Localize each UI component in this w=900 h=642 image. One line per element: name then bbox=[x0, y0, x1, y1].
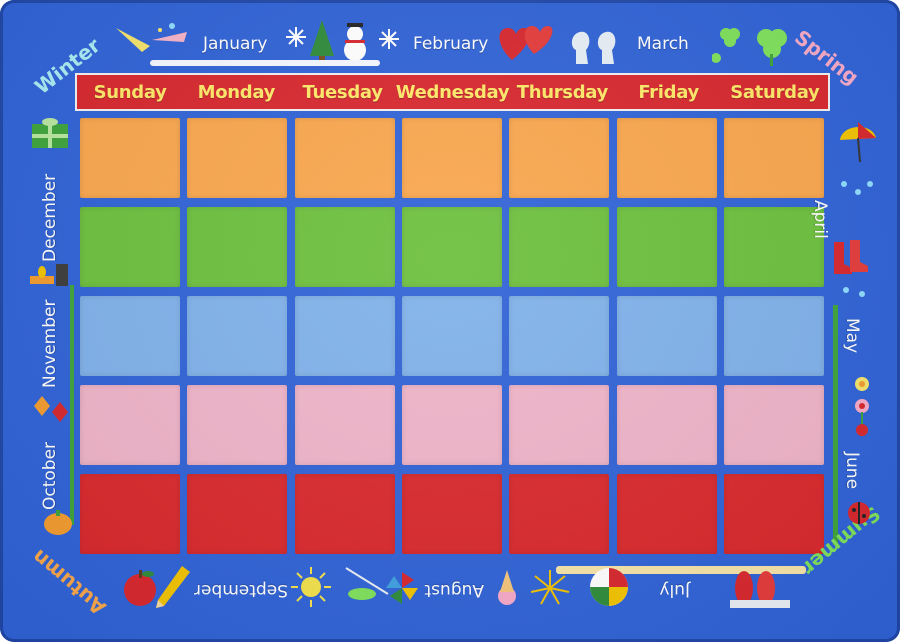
calendar-cell bbox=[187, 207, 288, 287]
calendar-cell bbox=[723, 474, 824, 554]
calendar-cell bbox=[509, 118, 610, 198]
day-wednesday: Wednesday bbox=[395, 81, 510, 103]
month-october: October bbox=[40, 441, 60, 510]
calendar-cell bbox=[187, 385, 288, 465]
calendar-cell bbox=[509, 296, 610, 376]
month-november: November bbox=[40, 299, 60, 388]
calendar-cell bbox=[401, 385, 502, 465]
month-may: May bbox=[842, 318, 862, 354]
month-june: June bbox=[842, 452, 862, 490]
day-saturday: Saturday bbox=[730, 81, 820, 103]
apple-icon bbox=[124, 570, 156, 606]
month-april: April bbox=[810, 200, 830, 239]
ladybug-icon bbox=[848, 502, 870, 524]
calendar-cell bbox=[616, 207, 717, 287]
calendar-cell bbox=[616, 118, 717, 198]
calendar-cell bbox=[401, 296, 502, 376]
raindrop-icon bbox=[841, 181, 873, 195]
calendar-cell bbox=[401, 474, 502, 554]
calendar-cell bbox=[723, 207, 824, 287]
day-tuesday: Tuesday bbox=[302, 81, 383, 103]
party-horn-icon bbox=[116, 23, 187, 52]
calendar-cell bbox=[401, 207, 502, 287]
calendar-cell bbox=[509, 385, 610, 465]
month-december: December bbox=[40, 173, 60, 262]
calendar-cell bbox=[401, 118, 502, 198]
calendar-cell bbox=[723, 118, 824, 198]
day-friday: Friday bbox=[638, 81, 699, 103]
calendar-cell bbox=[616, 385, 717, 465]
calendar-grid bbox=[80, 118, 830, 563]
boots-icon bbox=[834, 240, 868, 274]
day-monday: Monday bbox=[197, 81, 276, 103]
calendar-cell bbox=[723, 385, 824, 465]
snowman-icon bbox=[344, 23, 366, 61]
sun-icon bbox=[291, 567, 331, 607]
calendar-cell bbox=[187, 118, 288, 198]
calendar-cell bbox=[80, 385, 180, 465]
fireworks-icon bbox=[530, 570, 570, 605]
calendar-cell bbox=[509, 474, 610, 554]
calendar-cell bbox=[80, 207, 180, 287]
beach-ball-icon bbox=[590, 568, 628, 606]
umbrella-icon bbox=[840, 122, 876, 163]
heart-icon bbox=[499, 26, 553, 60]
month-january: January bbox=[203, 34, 268, 54]
flip-flops-icon bbox=[730, 571, 790, 608]
candle-icon bbox=[30, 264, 68, 286]
calendar-cell bbox=[294, 385, 395, 465]
calendar-cell bbox=[616, 474, 717, 554]
raindrop-icon bbox=[843, 287, 865, 297]
calendar-cell bbox=[294, 118, 395, 198]
gift-icon bbox=[32, 118, 68, 148]
calendar-cell bbox=[723, 296, 824, 376]
day-thursday: Thursday bbox=[516, 81, 609, 103]
month-march: March bbox=[637, 34, 689, 54]
snow-ground bbox=[150, 60, 380, 66]
fishing-rod-icon bbox=[345, 567, 389, 600]
silhouette-icon bbox=[571, 31, 616, 65]
calendar-cell bbox=[80, 296, 180, 376]
ice-cream-icon bbox=[498, 570, 516, 605]
calendar-cell bbox=[80, 118, 180, 198]
calendar-cell bbox=[294, 296, 395, 376]
snowflake-icon bbox=[379, 29, 399, 49]
calendar-cell bbox=[509, 207, 610, 287]
month-february: February bbox=[413, 34, 489, 54]
pencil-icon bbox=[156, 566, 190, 608]
calendar-cell bbox=[187, 474, 288, 554]
calendar-cell bbox=[80, 474, 180, 554]
flower-icon bbox=[855, 377, 869, 436]
weekday-header: Sunday Monday Tuesday Wednesday Thursday… bbox=[75, 73, 830, 111]
month-august: August bbox=[424, 580, 485, 600]
sand-strip bbox=[556, 566, 806, 574]
left-grass-strip bbox=[70, 285, 74, 525]
pumpkin-icon bbox=[44, 510, 72, 535]
snowflake-icon bbox=[286, 27, 306, 47]
calendar-cell bbox=[294, 207, 395, 287]
clover-icon bbox=[712, 28, 787, 66]
tree-icon bbox=[310, 20, 334, 61]
pinwheel-icon bbox=[386, 572, 418, 604]
right-grass-strip bbox=[833, 305, 838, 545]
calendar-cell bbox=[616, 296, 717, 376]
day-sunday: Sunday bbox=[93, 81, 167, 103]
calendar-cell bbox=[294, 474, 395, 554]
calendar-cell bbox=[187, 296, 288, 376]
leaf-icon bbox=[34, 396, 68, 422]
month-september: September bbox=[194, 580, 288, 600]
month-july: July bbox=[659, 580, 690, 600]
